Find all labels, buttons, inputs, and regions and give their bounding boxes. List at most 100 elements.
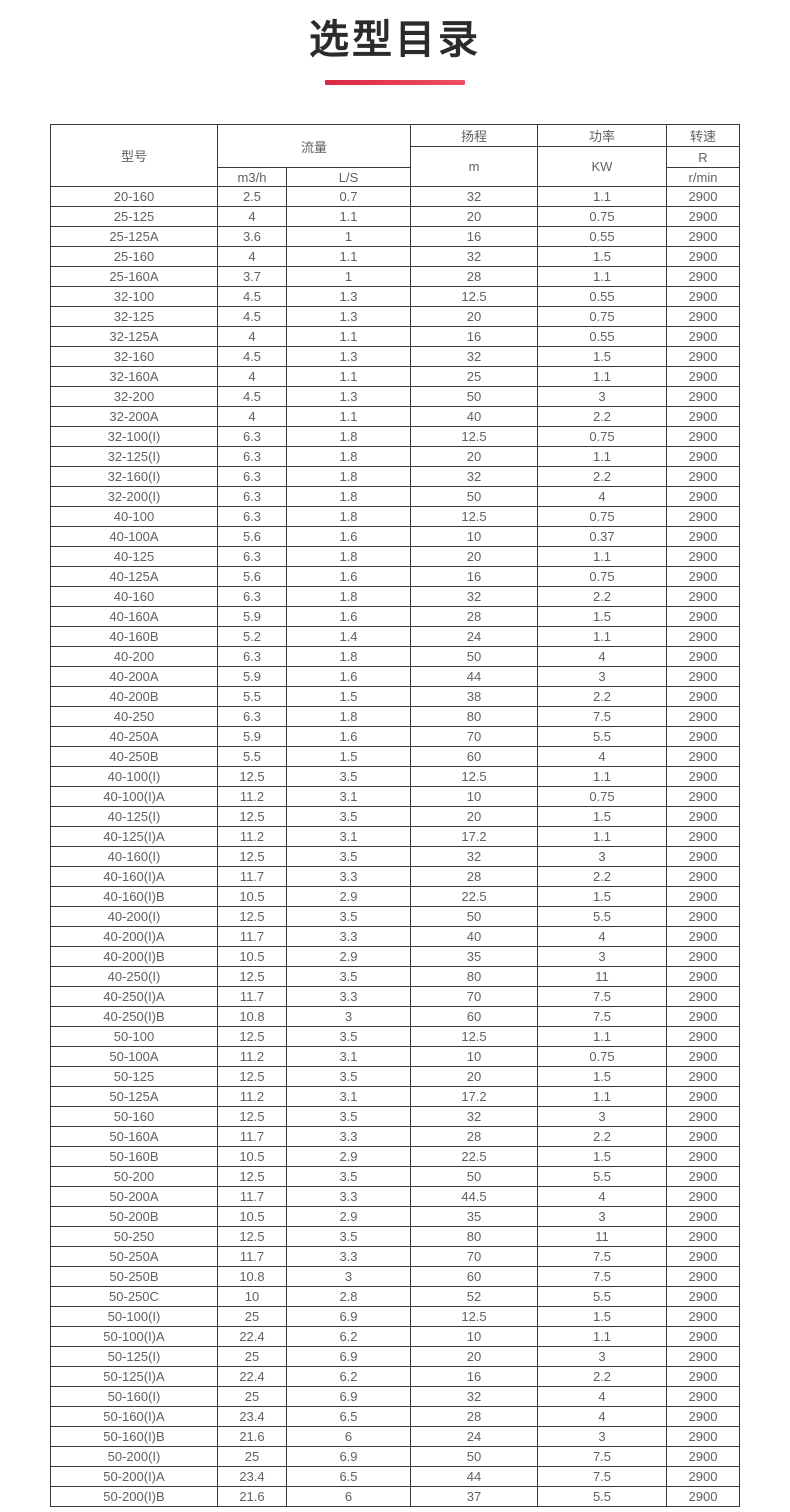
flow-ls-cell: 3.5 — [285, 1226, 412, 1247]
flow-m3h-cell: 6.3 — [216, 586, 287, 607]
table-row: 50-125(I)A 22.4 6.2 16 2.2 2900 — [49, 1366, 740, 1387]
power-kw-cell: 0.75 — [537, 306, 667, 327]
power-kw-cell: 1.1 — [537, 766, 667, 787]
flow-m3h-cell: 11.2 — [216, 1086, 287, 1107]
flow-ls-cell: 2.9 — [285, 946, 412, 967]
head-m-cell: 12.5 — [410, 506, 538, 527]
model-cell: 40-125 — [49, 546, 218, 567]
head-m-cell: 22.5 — [410, 886, 538, 907]
head-m-cell: 17.2 — [410, 826, 538, 847]
speed-rmin-cell: 2900 — [666, 1386, 740, 1407]
speed-rmin-cell: 2900 — [666, 406, 740, 427]
model-cell: 40-160(I)A — [49, 866, 218, 887]
model-cell: 50-250B — [49, 1266, 218, 1287]
flow-m3h-cell: 10.8 — [216, 1006, 287, 1027]
flow-m3h-cell: 4.5 — [216, 306, 287, 327]
model-cell: 40-160A — [49, 606, 218, 627]
flow-m3h-cell: 11.2 — [216, 826, 287, 847]
model-cell: 32-160A — [49, 366, 218, 387]
header-head-unit: m — [410, 146, 538, 187]
power-kw-cell: 1.5 — [537, 246, 667, 267]
head-m-cell: 60 — [410, 746, 538, 767]
speed-rmin-cell: 2900 — [666, 746, 740, 767]
head-m-cell: 32 — [410, 586, 538, 607]
power-kw-cell: 0.75 — [537, 566, 667, 587]
flow-ls-cell: 1.6 — [285, 606, 412, 627]
model-cell: 50-200B — [49, 1206, 218, 1227]
head-m-cell: 28 — [410, 266, 538, 287]
flow-ls-cell: 1.1 — [285, 246, 412, 267]
flow-m3h-cell: 4.5 — [216, 286, 287, 307]
flow-ls-cell: 1.4 — [285, 626, 412, 647]
flow-ls-cell: 6 — [285, 1486, 412, 1507]
flow-ls-cell: 1.8 — [285, 466, 412, 487]
flow-ls-cell: 6.9 — [285, 1386, 412, 1407]
model-cell: 40-160 — [49, 586, 218, 607]
speed-rmin-cell: 2900 — [666, 526, 740, 547]
power-kw-cell: 2.2 — [537, 1126, 667, 1147]
head-m-cell: 20 — [410, 806, 538, 827]
model-cell: 50-160B — [49, 1146, 218, 1167]
table-row: 50-250 12.5 3.5 80 11 2900 — [49, 1226, 740, 1247]
speed-rmin-cell: 2900 — [666, 506, 740, 527]
flow-m3h-cell: 23.4 — [216, 1466, 287, 1487]
power-kw-cell: 7.5 — [537, 1006, 667, 1027]
flow-m3h-cell: 5.5 — [216, 686, 287, 707]
table-row: 50-160(I) 25 6.9 32 4 2900 — [49, 1386, 740, 1407]
power-kw-cell: 3 — [537, 666, 667, 687]
flow-m3h-cell: 5.6 — [216, 526, 287, 547]
flow-m3h-cell: 12.5 — [216, 846, 287, 867]
model-cell: 50-250 — [49, 1226, 218, 1247]
flow-ls-cell: 3.5 — [285, 1066, 412, 1087]
power-kw-cell: 3 — [537, 1426, 667, 1447]
power-kw-cell: 1.1 — [537, 1086, 667, 1107]
head-m-cell: 38 — [410, 686, 538, 707]
power-kw-cell: 1.1 — [537, 1326, 667, 1347]
head-m-cell: 35 — [410, 1206, 538, 1227]
head-m-cell: 32 — [410, 1106, 538, 1127]
flow-m3h-cell: 10.5 — [216, 886, 287, 907]
flow-ls-cell: 1.6 — [285, 566, 412, 587]
power-kw-cell: 1.1 — [537, 826, 667, 847]
flow-ls-cell: 3.5 — [285, 906, 412, 927]
table-row: 40-100(I) 12.5 3.5 12.5 1.1 2900 — [49, 766, 740, 787]
flow-m3h-cell: 4 — [216, 206, 287, 227]
model-cell: 32-200A — [49, 406, 218, 427]
model-cell: 40-160(I)B — [49, 886, 218, 907]
model-cell: 50-125(I) — [49, 1346, 218, 1367]
table-row: 50-125(I) 25 6.9 20 3 2900 — [49, 1346, 740, 1367]
flow-ls-cell: 1.8 — [285, 586, 412, 607]
head-m-cell: 35 — [410, 946, 538, 967]
head-m-cell: 40 — [410, 926, 538, 947]
speed-rmin-cell: 2900 — [666, 1286, 740, 1307]
table-row: 40-250(I) 12.5 3.5 80 11 2900 — [49, 966, 740, 987]
table-row: 20-160 2.5 0.7 32 1.1 2900 — [49, 186, 740, 207]
table-row: 40-125(I)A 11.2 3.1 17.2 1.1 2900 — [49, 826, 740, 847]
table-row: 32-100(I) 6.3 1.8 12.5 0.75 2900 — [49, 426, 740, 447]
model-cell: 40-200B — [49, 686, 218, 707]
speed-rmin-cell: 2900 — [666, 1206, 740, 1227]
model-cell: 40-100(I) — [49, 766, 218, 787]
speed-rmin-cell: 2900 — [666, 1126, 740, 1147]
table-row: 40-200(I) 12.5 3.5 50 5.5 2900 — [49, 906, 740, 927]
page-title: 选型目录 — [309, 18, 481, 62]
power-kw-cell: 0.55 — [537, 286, 667, 307]
flow-ls-cell: 6 — [285, 1426, 412, 1447]
speed-rmin-cell: 2900 — [666, 846, 740, 867]
power-kw-cell: 2.2 — [537, 466, 667, 487]
head-m-cell: 50 — [410, 1166, 538, 1187]
flow-m3h-cell: 2.5 — [216, 186, 287, 207]
flow-m3h-cell: 6.3 — [216, 646, 287, 667]
model-cell: 40-100 — [49, 506, 218, 527]
head-m-cell: 70 — [410, 1246, 538, 1267]
power-kw-cell: 3 — [537, 386, 667, 407]
head-m-cell: 44.5 — [410, 1186, 538, 1207]
flow-ls-cell: 1.8 — [285, 506, 412, 527]
flow-ls-cell: 3.1 — [285, 1046, 412, 1067]
head-m-cell: 28 — [410, 606, 538, 627]
flow-m3h-cell: 25 — [216, 1306, 287, 1327]
table-row: 50-200(I)A 23.4 6.5 44 7.5 2900 — [49, 1466, 740, 1487]
speed-rmin-cell: 2900 — [666, 1066, 740, 1087]
table-row: 50-200 12.5 3.5 50 5.5 2900 — [49, 1166, 740, 1187]
speed-rmin-cell: 2900 — [666, 1186, 740, 1207]
